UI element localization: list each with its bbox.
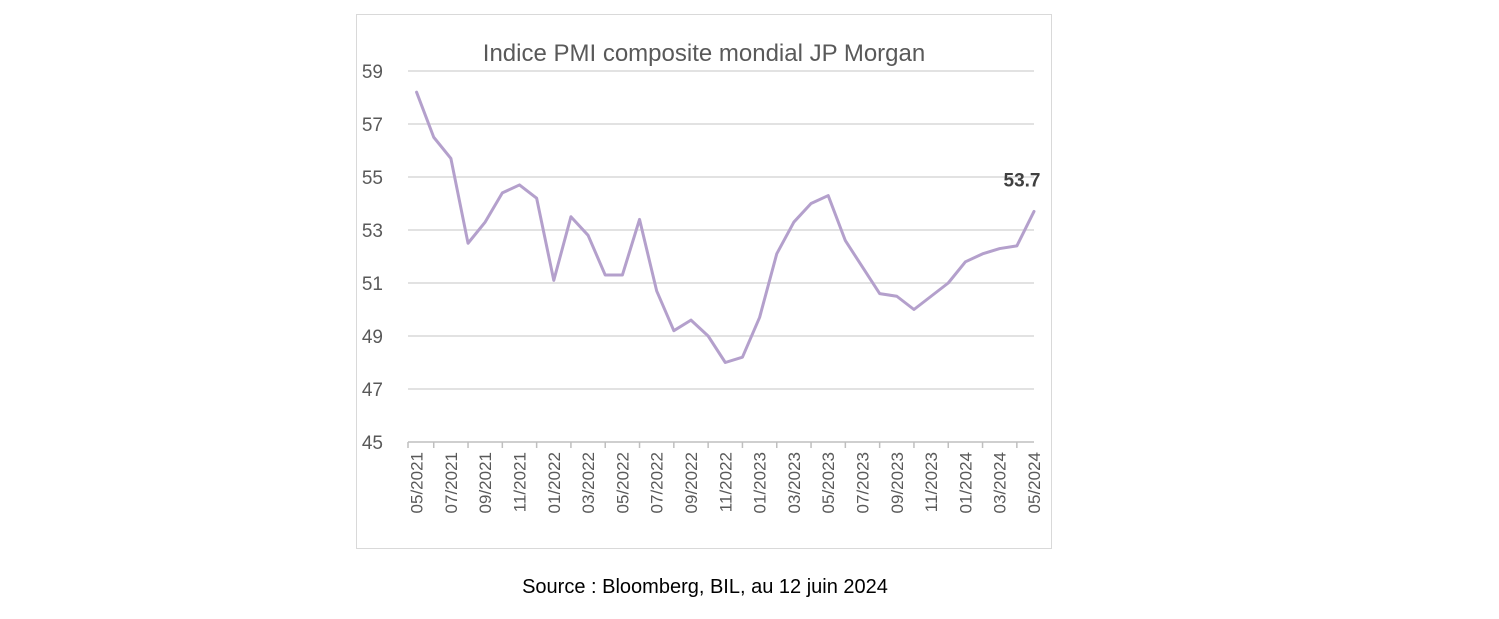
x-tick-label: 05/2021 xyxy=(408,452,427,513)
gridlines xyxy=(408,70,1034,390)
x-axis: 05/2021 07/2021 09/2021 11/2021 01/2022 03/20… xyxy=(407,441,1044,513)
x-tick-label: 09/2023 xyxy=(888,452,907,513)
x-tick-label: 09/2022 xyxy=(682,452,701,513)
y-tick-label: 45 xyxy=(362,433,383,454)
x-tick-label: 01/2023 xyxy=(751,452,770,513)
x-tick-label: 01/2024 xyxy=(956,452,975,513)
chart-frame xyxy=(356,14,1052,549)
x-tick-label: 05/2022 xyxy=(613,452,632,513)
x-tick-label: 03/2024 xyxy=(991,452,1010,513)
series-line xyxy=(415,90,1036,364)
x-tick-label: 07/2021 xyxy=(442,452,461,513)
x-tick-label: 05/2023 xyxy=(819,452,838,513)
y-tick-label: 51 xyxy=(362,274,383,295)
x-tick-label: 07/2023 xyxy=(853,452,872,513)
y-tick-label: 57 xyxy=(362,115,383,136)
x-tick-label: 09/2021 xyxy=(476,452,495,513)
x-tick-label: 11/2021 xyxy=(510,452,529,512)
x-tick-label: 11/2023 xyxy=(922,452,941,512)
x-tick-label: 01/2022 xyxy=(545,452,564,513)
y-tick-label: 53 xyxy=(362,221,383,242)
x-tick-label: 07/2022 xyxy=(648,452,667,513)
y-tick-label: 59 xyxy=(362,62,383,83)
x-tick-label: 05/2024 xyxy=(1025,452,1044,513)
source-note: Source : Bloomberg, BIL, au 12 juin 2024 xyxy=(522,576,888,598)
y-axis: 45 47 49 51 53 55 57 59 xyxy=(362,62,383,454)
last-value-label: 53.7 xyxy=(1004,170,1041,191)
x-tick-label: 03/2023 xyxy=(785,452,804,513)
series-layer xyxy=(415,90,1036,364)
y-tick-label: 49 xyxy=(362,327,383,348)
x-tick-label: 11/2022 xyxy=(716,452,735,512)
y-tick-label: 55 xyxy=(362,168,383,189)
x-tick-label: 03/2022 xyxy=(579,452,598,513)
y-tick-label: 47 xyxy=(362,380,383,401)
chart-title: Indice PMI composite mondial JP Morgan xyxy=(483,40,925,67)
